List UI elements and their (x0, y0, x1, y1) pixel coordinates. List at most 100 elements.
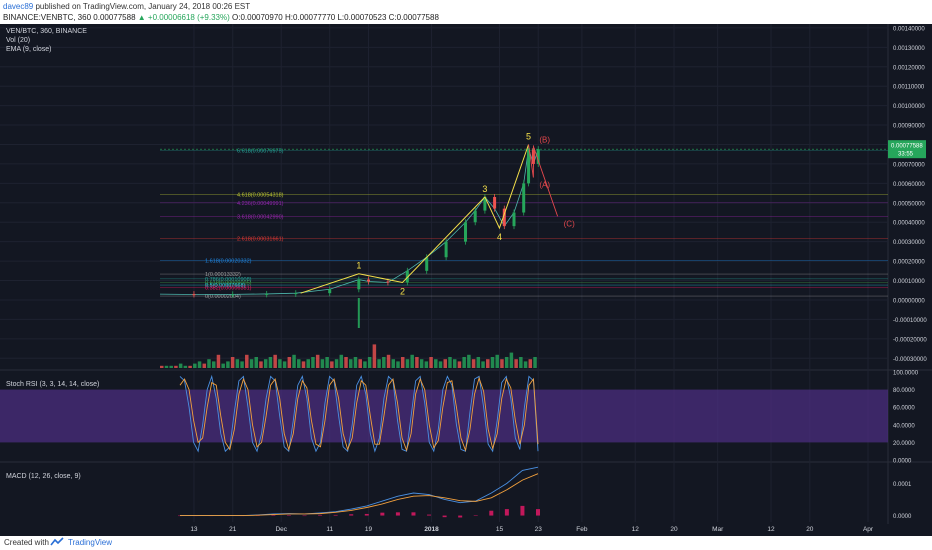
volume-bar (160, 365, 164, 368)
wave-line (300, 144, 530, 294)
high-value: 0.00077770 (292, 13, 336, 22)
volume-bar (183, 365, 188, 368)
volume-bar (495, 354, 499, 368)
fib-level-label: 0.618(0.00009005) (205, 280, 252, 286)
volume-bar (330, 361, 334, 368)
volume-bar (235, 359, 240, 368)
y-tick-label: 60.0000 (893, 406, 915, 412)
low-value: 0.00070523 (344, 13, 387, 22)
volume-bar (429, 357, 433, 368)
volume-bar (297, 359, 301, 368)
volume-bar (344, 357, 348, 368)
correction-label: (A) (539, 181, 550, 190)
symbol-line: VEN/BTC, 360, BINANCE (6, 28, 87, 35)
macd-histogram-bar (411, 512, 416, 516)
volume-bar (377, 359, 381, 368)
pair-label: BINANCE:VENBTC, 360 (3, 13, 92, 22)
volume-bar (514, 359, 518, 368)
volume-bar (415, 357, 419, 368)
chart-area[interactable]: 0.00140000 0.00130000 0.00120000 0.00110000… (0, 24, 932, 536)
x-tick-label: Feb (576, 526, 588, 533)
macd-histogram-bar (364, 513, 369, 516)
volume-bar (528, 359, 533, 368)
macd-histogram-bar (473, 515, 478, 516)
macd-histogram-bar (333, 514, 338, 516)
candle-body (502, 208, 506, 227)
volume-bar (325, 357, 329, 368)
candle-body (367, 279, 371, 282)
volume-bar (424, 361, 429, 368)
candle-body (328, 289, 332, 294)
correction-line (528, 144, 559, 217)
ohlc-line: BINANCE:VENBTC, 360 0.00077588 ▲ +0.0000… (3, 13, 439, 22)
price-badge (888, 140, 926, 159)
fib-level-label: 0.382(0.00006331) (205, 286, 252, 292)
macd-histogram-bar (520, 505, 525, 516)
y-tick-label: 100.0000 (893, 371, 919, 377)
correction-label: (C) (564, 219, 575, 228)
candle-body (512, 212, 516, 227)
candle-body (522, 183, 526, 213)
footer: Created with TradingView (0, 536, 932, 550)
fib-level-label: 0.786(0.00010908) (205, 277, 252, 283)
stoch-label: Stoch RSI (3, 3, 14, 14, close) (6, 381, 100, 388)
candle-body (405, 270, 409, 283)
x-tick-label: 20 (670, 526, 678, 533)
tradingview-link[interactable]: TradingView (68, 538, 113, 547)
volume-bar (197, 361, 202, 368)
volume-bar (226, 361, 230, 368)
volume-bar (254, 357, 258, 368)
high-label: H: (284, 13, 293, 22)
y-tick-label: 0.00050000 (893, 201, 925, 207)
stoch-band (0, 389, 888, 443)
created-with: Created with (4, 538, 49, 547)
volume-bar (353, 357, 358, 368)
fib-level-label: 4.236(0.00049991) (237, 201, 284, 207)
fib-level-label: 0(0.00002004) (205, 294, 241, 300)
volume-bar (523, 361, 528, 368)
macd-histogram-bar (302, 515, 307, 517)
macd-histogram-bar (489, 510, 494, 516)
chart-svg[interactable]: 0.00140000 0.00130000 0.00120000 0.00110000… (0, 24, 932, 536)
volume-bar (268, 357, 273, 368)
candle-body (357, 279, 361, 290)
y-tick-label: 0.00110000 (893, 85, 925, 91)
y-tick-label: 0.00130000 (893, 46, 925, 52)
stoch-line (179, 376, 539, 452)
publish-header: davec89 published on TradingView.com, Ja… (0, 0, 932, 24)
volume-bar (467, 354, 471, 368)
x-tick-label: 12 (767, 526, 775, 533)
x-tick-label: 15 (496, 526, 504, 533)
candle-body (294, 293, 298, 295)
volume-bar (287, 357, 292, 368)
publish-info: published on TradingView.com, January 24… (35, 2, 251, 11)
volume-bar (178, 363, 183, 368)
y-tick-label: 0.00030000 (893, 240, 925, 246)
y-tick-label: 0.0000 (893, 514, 912, 520)
macd-histogram-bar (286, 515, 291, 516)
volume-bar (391, 359, 396, 368)
x-tick-label: 12 (632, 526, 640, 533)
volume-bar (504, 357, 509, 368)
x-tick-label: 20 (806, 526, 814, 533)
wave-label: 2 (400, 286, 405, 296)
author-link[interactable]: davec89 (3, 2, 34, 11)
volume-bar (358, 359, 362, 368)
volume-bar (221, 363, 225, 368)
candle-body (425, 257, 429, 271)
open-label: O: (232, 13, 241, 22)
macd-line (180, 466, 539, 517)
volume-bar (202, 363, 207, 368)
wave-label: 5 (526, 131, 531, 141)
macd-histogram-bar (442, 515, 447, 518)
volume-bar (263, 359, 268, 368)
volume-bar (273, 354, 277, 368)
volume-bar (443, 359, 447, 368)
x-tick-label: 13 (190, 526, 198, 533)
up-arrow-icon: ▲ (137, 13, 146, 22)
wave-label: 1 (356, 261, 361, 271)
price-badge-countdown: 33:55 (898, 152, 914, 158)
close-label: C: (388, 13, 397, 22)
volume-bar (301, 361, 306, 368)
volume-bar (193, 363, 197, 368)
